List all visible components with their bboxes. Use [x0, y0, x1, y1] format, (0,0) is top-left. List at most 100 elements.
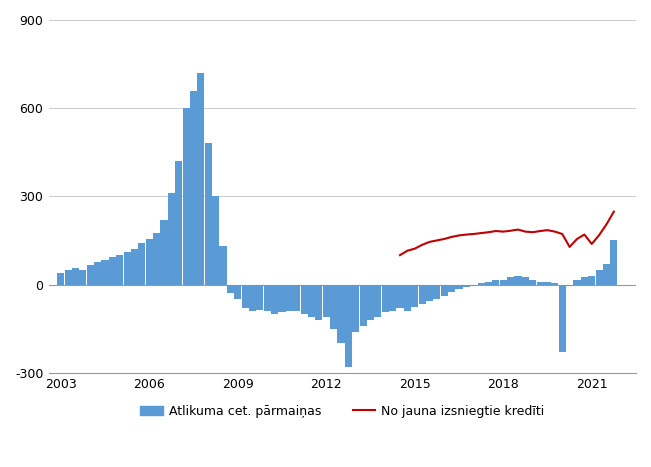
No jauna izsniegtie kredīti — [506, 228, 514, 234]
Bar — [596, 270, 603, 284]
Bar — [315, 284, 322, 320]
Bar — [345, 284, 352, 367]
Bar — [212, 196, 219, 284]
No jauna izsniegtie kredīti — [440, 236, 448, 242]
Bar — [485, 282, 492, 284]
Bar — [426, 284, 433, 301]
Bar — [190, 91, 197, 284]
Bar — [374, 284, 381, 317]
Bar — [456, 284, 462, 289]
Bar — [175, 161, 182, 284]
No jauna izsniegtie kredīti — [499, 229, 507, 234]
Bar — [57, 273, 64, 284]
No jauna izsniegtie kredīti — [514, 227, 522, 233]
Bar — [352, 284, 359, 332]
Bar — [264, 284, 271, 311]
Bar — [204, 143, 212, 284]
Bar — [124, 252, 131, 284]
Bar — [581, 277, 588, 284]
No jauna izsniegtie kredīti — [492, 228, 500, 234]
Bar — [160, 220, 167, 284]
Bar — [337, 284, 344, 343]
No jauna izsniegtie kredīti — [559, 231, 566, 237]
No jauna izsniegtie kredīti — [595, 233, 603, 238]
Bar — [434, 284, 441, 299]
No jauna izsniegtie kredīti — [581, 232, 589, 237]
Bar — [478, 283, 484, 284]
Bar — [441, 284, 448, 296]
Bar — [359, 284, 367, 325]
Bar — [279, 284, 286, 312]
Bar — [227, 284, 234, 293]
No jauna izsniegtie kredīti — [551, 229, 559, 234]
Bar — [293, 284, 300, 311]
No jauna izsniegtie kredīti — [477, 230, 485, 236]
Bar — [87, 265, 94, 284]
Bar — [234, 284, 242, 299]
Bar — [611, 241, 617, 284]
No jauna izsniegtie kredīti — [433, 238, 441, 243]
Bar — [131, 249, 138, 284]
No jauna izsniegtie kredīti — [484, 229, 492, 235]
Bar — [146, 239, 153, 284]
Bar — [404, 284, 411, 311]
No jauna izsniegtie kredīti — [404, 248, 411, 254]
Bar — [522, 277, 529, 284]
Bar — [64, 270, 72, 284]
Bar — [197, 73, 204, 284]
Legend: Atlikuma cet. pārmaiņas, No jauna izsniegtie kredīti: Atlikuma cet. pārmaiņas, No jauna izsnie… — [135, 400, 549, 423]
Bar — [536, 282, 544, 284]
Bar — [367, 284, 374, 320]
Bar — [492, 280, 499, 284]
Bar — [470, 284, 477, 286]
No jauna izsniegtie kredīti — [588, 241, 596, 247]
Bar — [301, 284, 308, 314]
No jauna izsniegtie kredīti — [529, 229, 536, 235]
No jauna izsniegtie kredīti — [411, 246, 419, 251]
Bar — [500, 280, 506, 284]
Bar — [168, 193, 175, 284]
Bar — [566, 284, 573, 286]
Bar — [102, 260, 109, 284]
Bar — [182, 108, 189, 284]
Bar — [79, 270, 87, 284]
Bar — [514, 276, 521, 284]
Bar — [116, 255, 123, 284]
No jauna izsniegtie kredīti — [573, 236, 581, 242]
Bar — [603, 264, 610, 284]
Bar — [256, 284, 264, 310]
Bar — [72, 269, 79, 284]
Bar — [396, 284, 404, 308]
Bar — [242, 284, 249, 308]
No jauna izsniegtie kredīti — [544, 227, 551, 233]
Bar — [448, 284, 455, 292]
No jauna izsniegtie kredīti — [455, 233, 463, 238]
Bar — [323, 284, 330, 317]
Bar — [419, 284, 426, 304]
No jauna izsniegtie kredīti — [462, 232, 470, 237]
No jauna izsniegtie kredīti — [396, 252, 404, 258]
Bar — [381, 284, 389, 312]
Bar — [286, 284, 293, 311]
Bar — [411, 284, 419, 306]
Bar — [153, 233, 160, 284]
Bar — [109, 256, 116, 284]
No jauna izsniegtie kredīti — [418, 242, 426, 248]
Bar — [389, 284, 396, 311]
Bar — [529, 280, 536, 284]
No jauna izsniegtie kredīti — [603, 221, 611, 227]
Bar — [219, 246, 227, 284]
Bar — [544, 282, 551, 284]
Line: No jauna izsniegtie kredīti: No jauna izsniegtie kredīti — [400, 212, 614, 255]
Bar — [94, 262, 101, 284]
Bar — [574, 280, 581, 284]
No jauna izsniegtie kredīti — [448, 234, 456, 240]
No jauna izsniegtie kredīti — [521, 229, 529, 234]
Bar — [138, 243, 145, 284]
Bar — [330, 284, 337, 329]
Bar — [463, 284, 470, 288]
No jauna izsniegtie kredīti — [470, 231, 478, 237]
Bar — [589, 276, 595, 284]
Bar — [551, 283, 559, 284]
No jauna izsniegtie kredīti — [536, 228, 544, 234]
